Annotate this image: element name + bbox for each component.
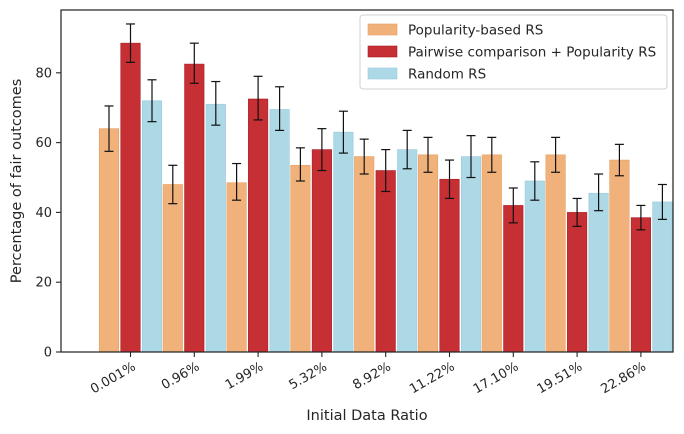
bar-series1-11-22- <box>417 154 439 353</box>
error-bar-series2-5-32- <box>317 128 327 172</box>
error-bar-series1-19-51- <box>551 136 561 173</box>
legend-label-series1: Popularity-based RS <box>408 23 543 39</box>
bar-series3-0-001- <box>141 100 163 353</box>
error-bar-series3-0-001- <box>147 79 157 123</box>
bar-series3-5-32- <box>333 131 354 353</box>
error-bar-series2-0-96- <box>189 42 199 84</box>
bar-series1-17-10- <box>481 154 502 353</box>
bars-layer <box>98 42 673 353</box>
bar-series2-0-001- <box>120 42 141 353</box>
legend-box <box>359 14 668 90</box>
x-tick-label: 22.86% <box>598 359 648 397</box>
x-tick-label: 17.10% <box>471 359 521 397</box>
bar-series2-5-32- <box>311 149 332 353</box>
error-bar-series1-5-32- <box>295 147 305 182</box>
bar-series2-17-10- <box>503 205 524 353</box>
bar-series1-0-96- <box>162 184 183 353</box>
error-bar-series1-22-86- <box>614 143 624 177</box>
x-tick-label: 5.32% <box>287 359 330 393</box>
error-bar-series3-5-32- <box>338 110 348 154</box>
x-tick-label: 8.92% <box>350 359 393 393</box>
y-axis-title: Percentage of fair outcomes <box>9 79 25 284</box>
bar-series2-0-96- <box>184 63 205 353</box>
error-bar-series2-22-86- <box>636 204 646 231</box>
error-bar-series3-17-10- <box>530 161 540 201</box>
error-bar-series1-0-001- <box>104 105 114 152</box>
x-tick-label: 0.001% <box>88 359 138 397</box>
bar-series3-0-96- <box>205 103 226 353</box>
bar-series1-22-86- <box>609 159 630 353</box>
legend-swatch-series1 <box>367 23 398 36</box>
plot-frame <box>60 9 674 353</box>
y-tick-label: 80 <box>35 66 52 81</box>
legend-label-series2: Pairwise comparison + Popularity RS <box>408 45 656 61</box>
error-bar-series3-0-96- <box>211 80 221 126</box>
error-bar-series3-11-22- <box>466 135 476 179</box>
error-bar-series2-19-51- <box>572 197 582 227</box>
bar-series3-17-10- <box>524 180 545 353</box>
bar-series2-11-22- <box>439 178 460 353</box>
bar-series2-1-99- <box>248 98 269 353</box>
error-bar-series3-1-99- <box>275 86 285 131</box>
x-tick-label: 11.22% <box>407 359 457 397</box>
error-bar-series3-8-92- <box>402 129 412 170</box>
error-bar-series1-17-10- <box>487 136 497 173</box>
bar-series1-1-99- <box>226 182 247 353</box>
error-bar-series3-22-86- <box>657 183 667 220</box>
bar-series2-22-86- <box>630 217 651 353</box>
y-axis: 0 20 40 60 80 <box>35 66 61 361</box>
y-tick-label: 40 <box>35 206 52 221</box>
bar-series3-19-51- <box>588 192 609 353</box>
error-bar-series2-8-92- <box>381 148 391 193</box>
legend: Popularity-based RS Pairwise comparison +… <box>359 14 668 90</box>
bar-series3-22-86- <box>652 201 673 353</box>
y-tick-label: 60 <box>35 136 52 151</box>
error-bar-series1-8-92- <box>359 138 369 175</box>
x-tick-label: 0.96% <box>159 359 202 393</box>
y-tick-label: 0 <box>44 346 52 361</box>
bar-series3-1-99- <box>269 109 290 353</box>
y-tick-label: 20 <box>35 276 52 291</box>
error-bar-series2-17-10- <box>508 187 518 224</box>
error-bars-layer <box>104 23 667 231</box>
bar-series3-8-92- <box>397 149 418 353</box>
error-bar-series2-11-22- <box>445 159 454 200</box>
legend-swatch-series2 <box>367 45 398 58</box>
x-axis-title: Initial Data Ratio <box>306 408 427 424</box>
bar-series2-8-92- <box>375 170 396 353</box>
legend-swatch-series3 <box>367 67 398 80</box>
error-bar-series1-0-96- <box>168 164 178 205</box>
error-bar-series3-19-51- <box>594 173 604 212</box>
bar-series1-19-51- <box>545 154 566 353</box>
bar-series1-0-001- <box>98 128 120 353</box>
error-bar-series2-1-99- <box>253 75 263 121</box>
bar-series3-11-22- <box>460 156 482 353</box>
bar-series1-8-92- <box>354 156 375 353</box>
error-bar-series1-11-22- <box>423 136 433 173</box>
x-tick-label: 19.51% <box>535 359 585 397</box>
error-bar-series2-0-001- <box>126 23 135 63</box>
error-bar-series1-1-99- <box>232 162 242 201</box>
bar-series2-19-51- <box>567 212 588 353</box>
x-tick-label: 1.99% <box>223 359 266 393</box>
x-axis: 0.001% 0.96% 1.99% 5.32% 8.92% 11.22% 17.10% 19… <box>88 352 649 397</box>
bar-series1-5-32- <box>290 164 311 353</box>
legend-label-series3: Random RS <box>408 67 486 83</box>
